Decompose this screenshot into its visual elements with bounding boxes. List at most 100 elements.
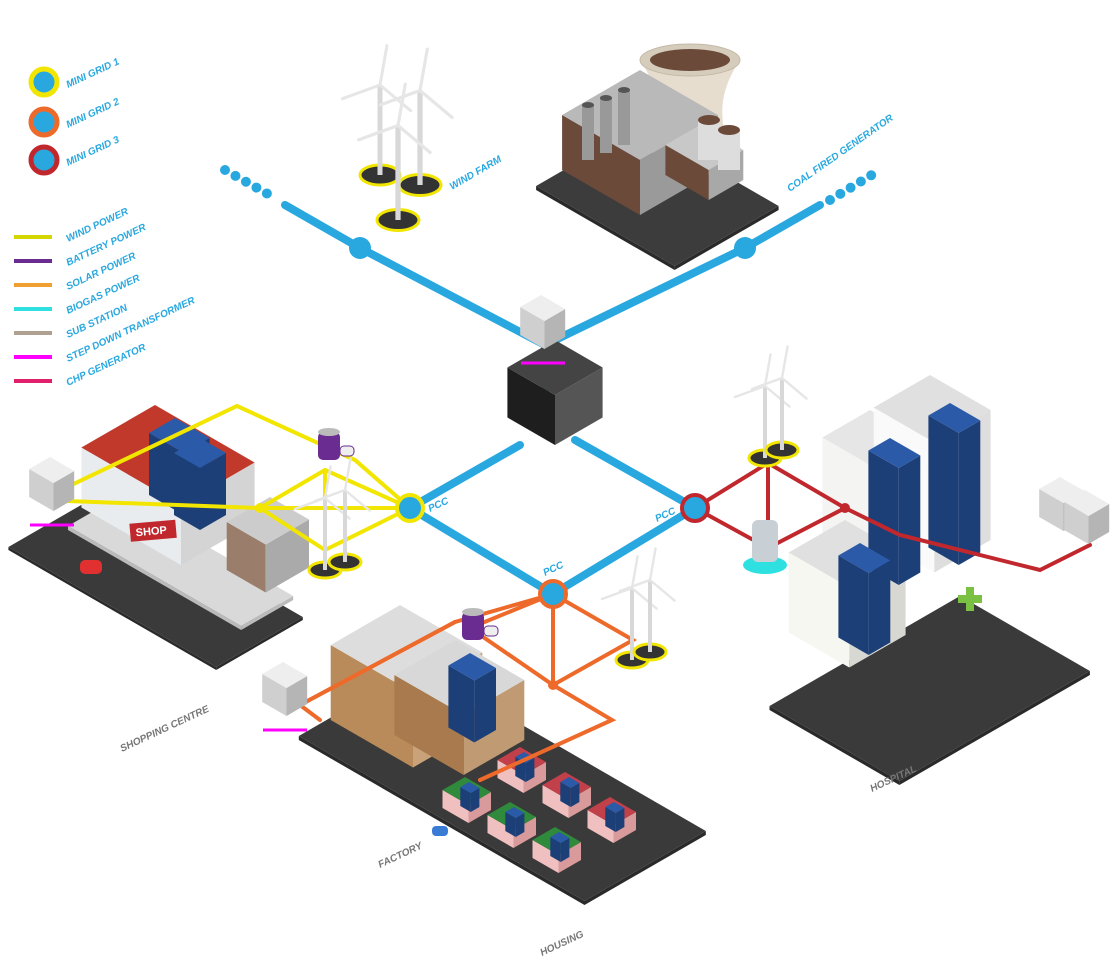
solar-panel — [448, 665, 475, 743]
transformer — [29, 469, 54, 511]
ground — [899, 671, 1090, 785]
turbine-blade — [630, 555, 639, 590]
pcc-node — [395, 493, 425, 523]
solar-panel — [560, 777, 580, 788]
cooling-tower-hole — [650, 49, 730, 71]
turbine-blade — [378, 44, 389, 87]
solar-panel — [605, 807, 616, 832]
turbine-blade — [396, 82, 407, 128]
battery-cap — [339, 445, 355, 457]
house — [523, 762, 546, 793]
car — [80, 560, 102, 574]
turbine-blade — [323, 465, 332, 500]
solar-panel — [928, 403, 981, 433]
solar-panel — [928, 415, 959, 565]
solar-panel — [525, 758, 535, 782]
yellow-grid — [38, 403, 416, 510]
transformer — [520, 307, 545, 349]
solar-panel — [515, 813, 525, 837]
dotted-line — [825, 165, 885, 205]
turbine-blade — [343, 457, 352, 492]
plant-building — [562, 115, 640, 215]
legend-label: MINI GRID 2 — [65, 96, 122, 130]
house — [613, 812, 636, 843]
site-label: FACTORY — [377, 840, 426, 871]
solar-panel — [200, 453, 226, 530]
junction — [349, 237, 371, 259]
transformer — [544, 309, 566, 349]
solar-panel — [560, 838, 570, 862]
pcc-node — [538, 579, 568, 609]
solar-panel — [474, 668, 496, 743]
substation — [555, 367, 603, 445]
transformer — [286, 676, 308, 716]
ground — [298, 736, 585, 905]
substation — [507, 367, 555, 445]
solar-panel — [550, 832, 570, 843]
junction — [840, 503, 850, 513]
turbine-blade — [618, 578, 652, 593]
tank — [698, 120, 720, 160]
foreground — [29, 295, 1110, 836]
biogas-tank-base — [743, 556, 787, 574]
house — [487, 815, 514, 848]
pavement — [241, 596, 294, 630]
junction — [734, 237, 756, 259]
house — [568, 787, 591, 818]
legend-lines — [14, 235, 52, 383]
orange-grid — [478, 683, 617, 782]
orange-grid — [298, 620, 457, 707]
turbine-blade — [763, 384, 791, 408]
chimney-top — [600, 95, 612, 101]
solar-panel — [505, 812, 516, 837]
turbine-blade — [780, 376, 808, 400]
chimney — [600, 98, 612, 153]
turbine-blade — [750, 376, 784, 391]
turbine-blade — [396, 123, 432, 155]
red-grid — [843, 506, 1092, 573]
solar-panel — [505, 807, 525, 818]
tank-top — [698, 115, 720, 125]
battery — [462, 612, 484, 640]
hospital-wing — [788, 552, 850, 668]
solar-panel — [460, 782, 480, 793]
shop-annex — [265, 519, 309, 593]
turbine-blade — [378, 88, 422, 107]
legend: MINI GRID 1 MINI GRID 2 MINI GRID 3 WIND… — [14, 56, 198, 389]
biogas-tank — [752, 520, 778, 562]
transformer — [29, 457, 75, 483]
factory-annex — [394, 675, 464, 775]
legend-swatch — [28, 66, 60, 98]
ground — [216, 617, 303, 670]
solar-panel — [958, 420, 981, 565]
ground — [769, 706, 900, 785]
legend-label: MINI GRID 3 — [65, 134, 122, 168]
chimney-top — [582, 102, 594, 108]
chp-unit — [1064, 490, 1110, 516]
solar-panel — [560, 782, 571, 807]
dotted-line — [220, 165, 280, 203]
solar-panel — [570, 783, 580, 807]
turbine-blade — [418, 88, 454, 120]
transformer — [262, 674, 287, 716]
pcc-label: PCC — [542, 559, 566, 578]
battery-cap — [483, 625, 499, 637]
chimney — [582, 105, 594, 160]
transformer — [53, 471, 75, 511]
house — [442, 790, 469, 823]
transformer — [262, 662, 308, 688]
ground — [584, 831, 706, 905]
house — [532, 840, 559, 873]
transformer — [520, 295, 566, 321]
site-label: SHOPPING CENTRE — [119, 704, 212, 755]
shop-annex — [226, 522, 266, 593]
ground — [8, 547, 217, 670]
chp-unit — [1088, 504, 1110, 544]
ground — [536, 186, 675, 270]
hospital-cross — [958, 587, 982, 611]
car — [432, 826, 448, 836]
solar-panel — [868, 560, 891, 655]
ground — [8, 497, 303, 667]
scene — [8, 43, 1090, 905]
ground — [674, 206, 779, 270]
